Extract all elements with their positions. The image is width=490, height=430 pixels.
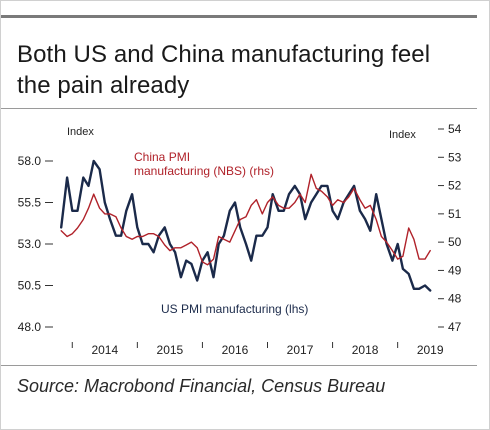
- left-tick-label: 55.5: [18, 196, 42, 210]
- left-tick-label: 58.0: [18, 154, 42, 168]
- title-line-2: the pain already: [17, 72, 190, 99]
- x-tick-label: 2017: [287, 343, 314, 357]
- right-axis-label: Index: [389, 129, 416, 141]
- series-layer: [60, 159, 432, 292]
- us-pmi-line: [60, 159, 432, 292]
- chart-title: Both US and China manufacturing feel the…: [17, 39, 477, 101]
- chart-plot: Index Index China PMI manufacturing (NBS…: [18, 122, 462, 357]
- left-tick-label: 50.5: [18, 279, 42, 293]
- x-tick-label: 2015: [157, 343, 184, 357]
- china-pmi-line: [60, 173, 431, 266]
- us-series-label: US PMI manufacturing (lhs): [161, 302, 308, 316]
- left-tick-label: 53.0: [18, 237, 42, 251]
- right-tick-label: 53: [448, 150, 462, 164]
- title-divider: [1, 108, 477, 109]
- x-tick-label: 2018: [352, 343, 379, 357]
- right-tick-label: 54: [448, 122, 462, 136]
- source-divider: [1, 365, 477, 366]
- right-tick-label: 52: [448, 179, 462, 193]
- top-rule: [1, 15, 477, 18]
- left-tick-label: 48.0: [18, 320, 42, 334]
- source-note: Source: Macrobond Financial, Census Bure…: [17, 376, 386, 396]
- right-tick-label: 48: [448, 292, 462, 306]
- right-tick-label: 47: [448, 320, 462, 334]
- title-line-1: Both US and China manufacturing feel: [17, 41, 431, 68]
- china-series-label-line-1: China PMI: [134, 150, 190, 164]
- left-axis-label: Index: [67, 126, 94, 138]
- x-tick-label: 2014: [91, 343, 118, 357]
- axes-layer: 58.0 55.5 53.0 50.5 48.0 54 53 52 51 50 49 48 47 2014…: [18, 122, 462, 357]
- x-tick-label: 2019: [417, 343, 444, 357]
- right-tick-label: 49: [448, 263, 462, 277]
- right-tick-label: 51: [448, 207, 462, 221]
- right-tick-label: 50: [448, 235, 462, 249]
- china-series-label-line-2: manufacturing (NBS) (rhs): [134, 164, 274, 178]
- x-tick-label: 2016: [222, 343, 249, 357]
